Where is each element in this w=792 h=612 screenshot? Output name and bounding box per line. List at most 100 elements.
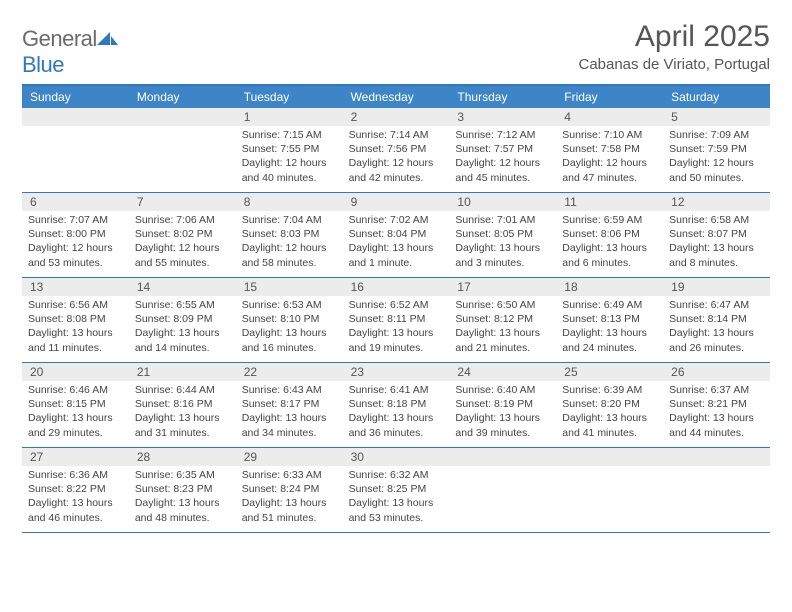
day-number: 27 (22, 448, 129, 466)
day-cell (556, 448, 663, 532)
day-cell: 20Sunrise: 6:46 AMSunset: 8:15 PMDayligh… (22, 363, 129, 447)
day-body: Sunrise: 7:10 AMSunset: 7:58 PMDaylight:… (556, 126, 663, 189)
day-body: Sunrise: 6:33 AMSunset: 8:24 PMDaylight:… (236, 466, 343, 529)
daylight-text: Daylight: 13 hours and 19 minutes. (349, 326, 444, 354)
brand-text: GeneralBlue (22, 26, 119, 78)
sunrise-text: Sunrise: 6:59 AM (562, 213, 657, 227)
day-number: 1 (236, 108, 343, 126)
sunrise-text: Sunrise: 7:01 AM (455, 213, 550, 227)
day-cell: 23Sunrise: 6:41 AMSunset: 8:18 PMDayligh… (343, 363, 450, 447)
day-cell: 1Sunrise: 7:15 AMSunset: 7:55 PMDaylight… (236, 108, 343, 192)
daylight-text: Daylight: 13 hours and 24 minutes. (562, 326, 657, 354)
daylight-text: Daylight: 13 hours and 21 minutes. (455, 326, 550, 354)
day-cell: 11Sunrise: 6:59 AMSunset: 8:06 PMDayligh… (556, 193, 663, 277)
daylight-text: Daylight: 13 hours and 11 minutes. (28, 326, 123, 354)
day-cell: 19Sunrise: 6:47 AMSunset: 8:14 PMDayligh… (663, 278, 770, 362)
day-cell: 10Sunrise: 7:01 AMSunset: 8:05 PMDayligh… (449, 193, 556, 277)
week-row: 1Sunrise: 7:15 AMSunset: 7:55 PMDaylight… (22, 108, 770, 193)
day-body: Sunrise: 6:35 AMSunset: 8:23 PMDaylight:… (129, 466, 236, 529)
sunset-text: Sunset: 7:58 PM (562, 142, 657, 156)
sunset-text: Sunset: 7:57 PM (455, 142, 550, 156)
sunrise-text: Sunrise: 6:37 AM (669, 383, 764, 397)
day-body (129, 126, 236, 186)
daylight-text: Daylight: 13 hours and 41 minutes. (562, 411, 657, 439)
daylight-text: Daylight: 13 hours and 31 minutes. (135, 411, 230, 439)
day-body: Sunrise: 7:02 AMSunset: 8:04 PMDaylight:… (343, 211, 450, 274)
day-number: 16 (343, 278, 450, 296)
sail-icon (97, 26, 119, 40)
daylight-text: Daylight: 13 hours and 26 minutes. (669, 326, 764, 354)
sunrise-text: Sunrise: 7:10 AM (562, 128, 657, 142)
week-row: 27Sunrise: 6:36 AMSunset: 8:22 PMDayligh… (22, 448, 770, 533)
sunset-text: Sunset: 8:10 PM (242, 312, 337, 326)
sunset-text: Sunset: 8:02 PM (135, 227, 230, 241)
sunset-text: Sunset: 8:12 PM (455, 312, 550, 326)
day-body (449, 466, 556, 526)
day-body: Sunrise: 6:47 AMSunset: 8:14 PMDaylight:… (663, 296, 770, 359)
day-number: 23 (343, 363, 450, 381)
daylight-text: Daylight: 12 hours and 42 minutes. (349, 156, 444, 184)
sunset-text: Sunset: 8:05 PM (455, 227, 550, 241)
day-cell: 8Sunrise: 7:04 AMSunset: 8:03 PMDaylight… (236, 193, 343, 277)
day-number: 9 (343, 193, 450, 211)
day-number: 3 (449, 108, 556, 126)
day-number: 19 (663, 278, 770, 296)
sunset-text: Sunset: 8:04 PM (349, 227, 444, 241)
sunrise-text: Sunrise: 7:12 AM (455, 128, 550, 142)
day-body: Sunrise: 6:32 AMSunset: 8:25 PMDaylight:… (343, 466, 450, 529)
day-cell: 25Sunrise: 6:39 AMSunset: 8:20 PMDayligh… (556, 363, 663, 447)
day-number (22, 108, 129, 126)
daylight-text: Daylight: 13 hours and 14 minutes. (135, 326, 230, 354)
sunset-text: Sunset: 8:08 PM (28, 312, 123, 326)
sunrise-text: Sunrise: 6:40 AM (455, 383, 550, 397)
day-cell: 24Sunrise: 6:40 AMSunset: 8:19 PMDayligh… (449, 363, 556, 447)
sunrise-text: Sunrise: 7:02 AM (349, 213, 444, 227)
sunrise-text: Sunrise: 7:07 AM (28, 213, 123, 227)
day-number (663, 448, 770, 466)
day-number: 10 (449, 193, 556, 211)
day-number: 4 (556, 108, 663, 126)
day-number: 2 (343, 108, 450, 126)
sunrise-text: Sunrise: 6:33 AM (242, 468, 337, 482)
day-cell: 21Sunrise: 6:44 AMSunset: 8:16 PMDayligh… (129, 363, 236, 447)
location: Cabanas de Viriato, Portugal (578, 56, 770, 73)
day-body: Sunrise: 6:39 AMSunset: 8:20 PMDaylight:… (556, 381, 663, 444)
sunrise-text: Sunrise: 6:46 AM (28, 383, 123, 397)
month-title: April 2025 (578, 20, 770, 54)
day-body: Sunrise: 6:53 AMSunset: 8:10 PMDaylight:… (236, 296, 343, 359)
day-cell (449, 448, 556, 532)
day-body: Sunrise: 6:56 AMSunset: 8:08 PMDaylight:… (22, 296, 129, 359)
day-cell: 22Sunrise: 6:43 AMSunset: 8:17 PMDayligh… (236, 363, 343, 447)
sunset-text: Sunset: 8:14 PM (669, 312, 764, 326)
sunrise-text: Sunrise: 6:35 AM (135, 468, 230, 482)
day-cell: 27Sunrise: 6:36 AMSunset: 8:22 PMDayligh… (22, 448, 129, 532)
week-row: 6Sunrise: 7:07 AMSunset: 8:00 PMDaylight… (22, 193, 770, 278)
dow-friday: Friday (556, 86, 663, 108)
day-cell: 26Sunrise: 6:37 AMSunset: 8:21 PMDayligh… (663, 363, 770, 447)
day-number: 17 (449, 278, 556, 296)
day-number: 20 (22, 363, 129, 381)
sunrise-text: Sunrise: 6:41 AM (349, 383, 444, 397)
day-body: Sunrise: 7:06 AMSunset: 8:02 PMDaylight:… (129, 211, 236, 274)
day-body: Sunrise: 7:14 AMSunset: 7:56 PMDaylight:… (343, 126, 450, 189)
day-body: Sunrise: 6:40 AMSunset: 8:19 PMDaylight:… (449, 381, 556, 444)
day-number: 8 (236, 193, 343, 211)
week-row: 20Sunrise: 6:46 AMSunset: 8:15 PMDayligh… (22, 363, 770, 448)
day-number (556, 448, 663, 466)
sunset-text: Sunset: 7:55 PM (242, 142, 337, 156)
daylight-text: Daylight: 12 hours and 47 minutes. (562, 156, 657, 184)
day-cell (129, 108, 236, 192)
week-row: 13Sunrise: 6:56 AMSunset: 8:08 PMDayligh… (22, 278, 770, 363)
dow-saturday: Saturday (663, 86, 770, 108)
daylight-text: Daylight: 13 hours and 46 minutes. (28, 496, 123, 524)
sunrise-text: Sunrise: 6:53 AM (242, 298, 337, 312)
day-number: 30 (343, 448, 450, 466)
day-number: 7 (129, 193, 236, 211)
sunset-text: Sunset: 7:56 PM (349, 142, 444, 156)
day-cell: 2Sunrise: 7:14 AMSunset: 7:56 PMDaylight… (343, 108, 450, 192)
day-body: Sunrise: 6:37 AMSunset: 8:21 PMDaylight:… (663, 381, 770, 444)
daylight-text: Daylight: 13 hours and 6 minutes. (562, 241, 657, 269)
daylight-text: Daylight: 13 hours and 34 minutes. (242, 411, 337, 439)
day-body: Sunrise: 7:01 AMSunset: 8:05 PMDaylight:… (449, 211, 556, 274)
daylight-text: Daylight: 12 hours and 50 minutes. (669, 156, 764, 184)
